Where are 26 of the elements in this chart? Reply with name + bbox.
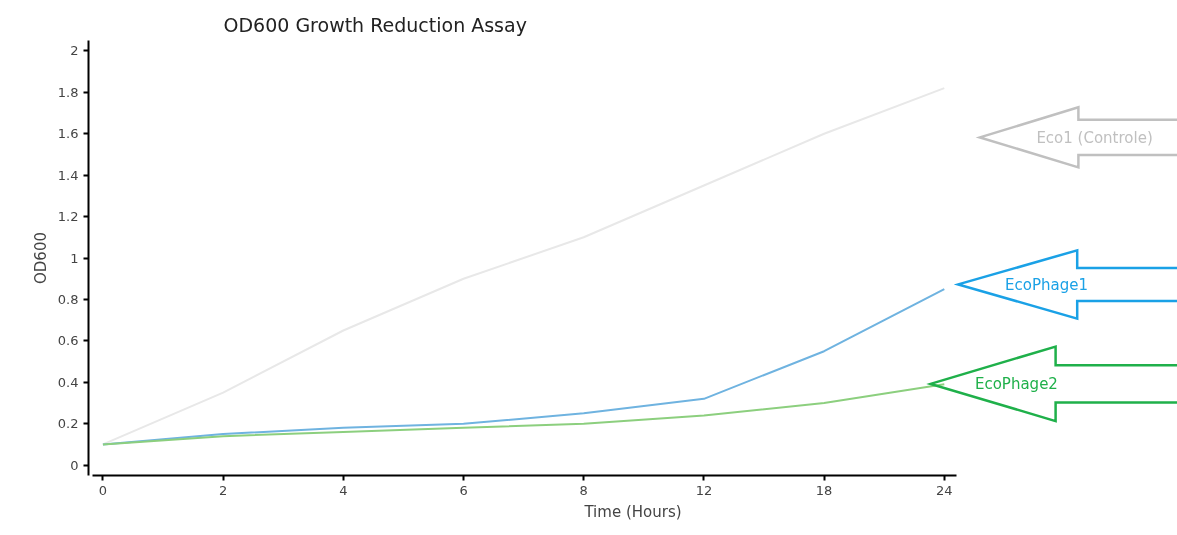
x-tick-label: 2 [218,482,228,498]
y-tick-label: 1.6 [57,126,79,142]
y-tick-label: 2 [70,43,79,59]
y-tick-label: 0.2 [57,416,79,432]
y-tick-label: 1 [70,250,79,266]
y-tick-label: 0.6 [57,333,79,349]
x-tick-label: 8 [579,482,588,498]
x-tick-label: 4 [339,482,348,498]
y-tick-label: 0.8 [57,291,79,307]
x-axis-title: Time (Hours) [583,502,682,521]
text: EcoPhage1 [1005,275,1088,294]
x-tick-label: 12 [695,482,713,498]
x-tick-label: 6 [459,482,468,498]
y-tick-label: 1.4 [57,167,79,183]
y-tick-label: 0.4 [57,374,79,390]
y-tick-label: 1.8 [57,84,79,100]
line-series [101,383,946,446]
x-tick-label: 0 [98,482,108,498]
y-tick-label: 0 [70,457,79,473]
y-tick-label: 1.2 [57,209,79,225]
chart-title: OD600 Growth Reduction Assay [223,13,527,36]
x-tick-label: 18 [815,482,833,498]
x-tick-label: 24 [936,482,953,498]
y-axis-title: OD600 [31,231,50,284]
text: Eco1 (Controle) [1036,128,1153,147]
text: EcoPhage2 [974,375,1058,394]
